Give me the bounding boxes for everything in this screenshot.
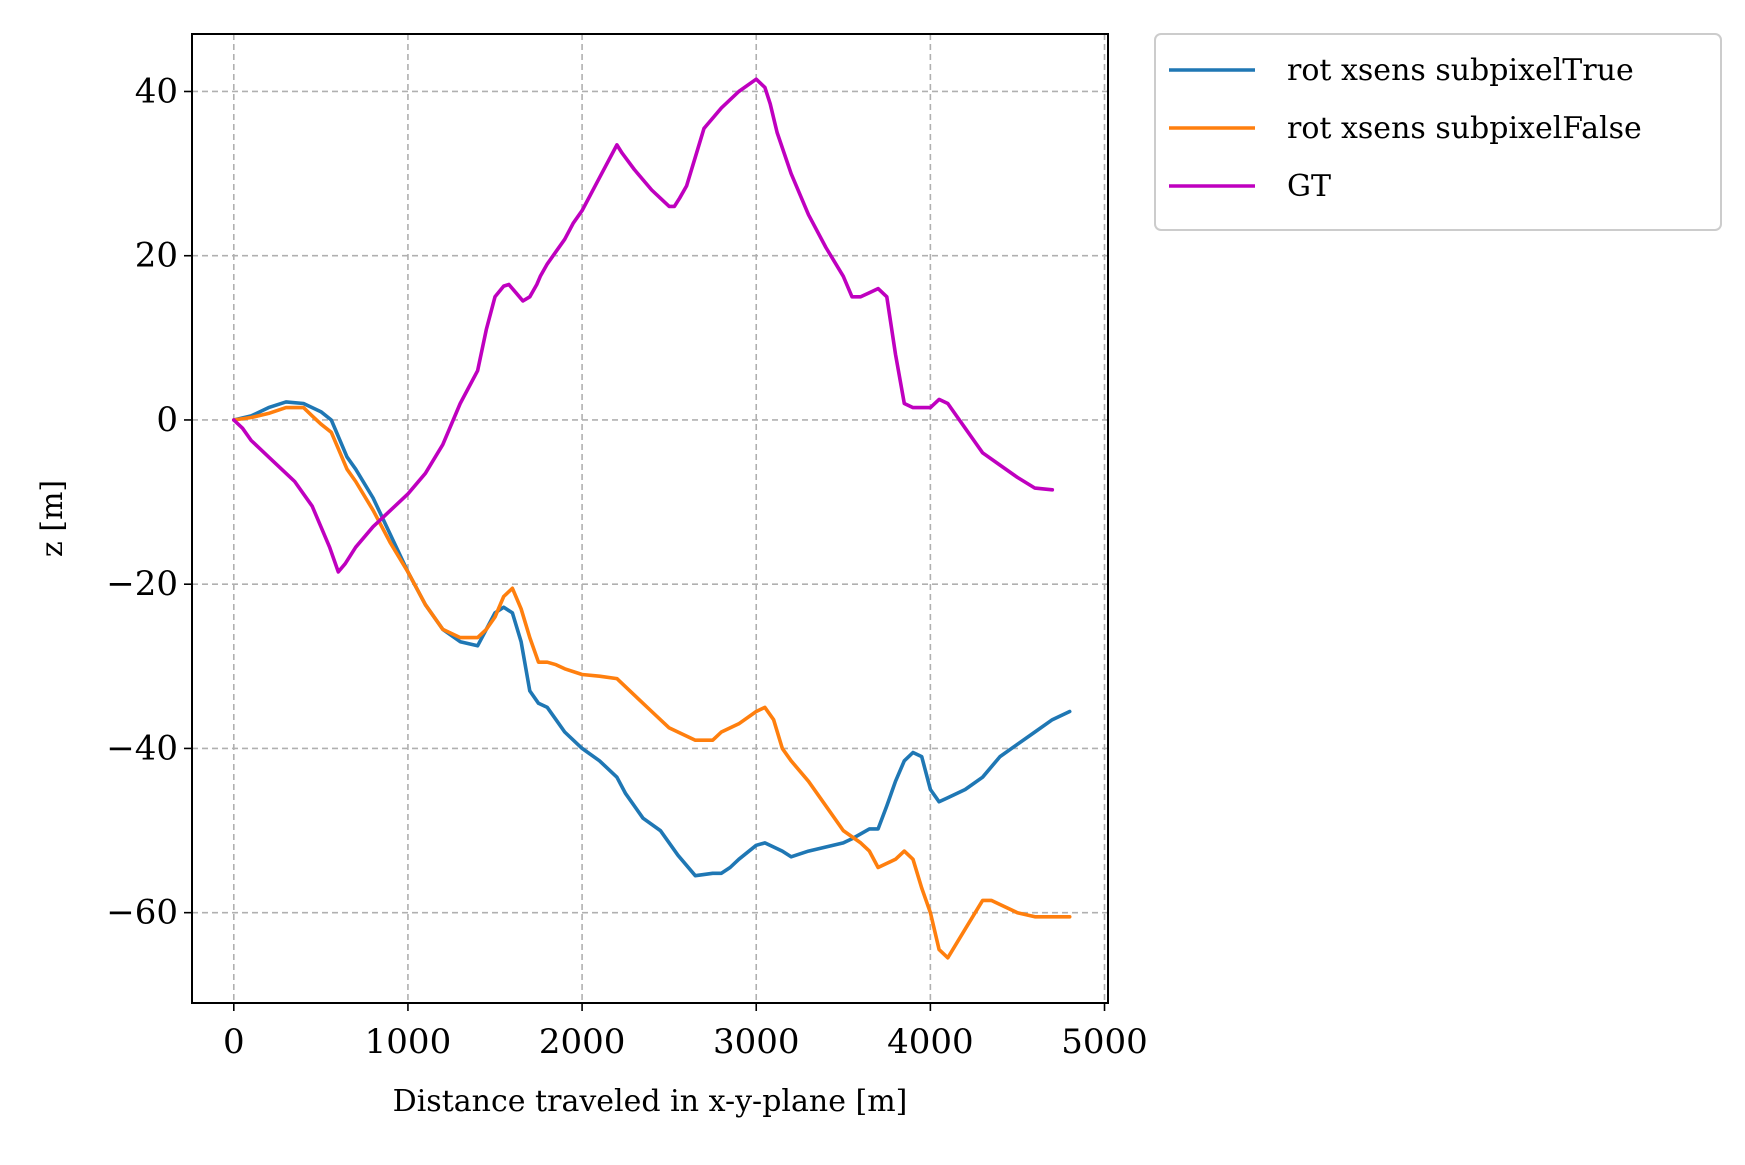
series-layer: [232, 77, 1072, 960]
y-axis-label: z [m]: [35, 480, 70, 557]
x-tick-label: 3000: [713, 1022, 800, 1062]
y-tick-label: −20: [106, 564, 178, 604]
y-tick-label: 0: [156, 400, 178, 440]
x-tick-label: 0: [223, 1022, 245, 1062]
y-tick-label: 40: [135, 71, 178, 111]
plot-frame: [191, 33, 1109, 1004]
x-axis-label: Distance traveled in x-y-plane [m]: [393, 1084, 908, 1119]
legend-label: rot xsens subpixelFalse: [1287, 111, 1642, 146]
legend-label: rot xsens subpixelTrue: [1287, 53, 1634, 88]
y-tick-label: −60: [106, 893, 178, 933]
legend-label: GT: [1287, 169, 1331, 204]
legend-box: [1154, 33, 1722, 231]
grid: [192, 34, 1108, 1003]
x-tick-label: 1000: [365, 1022, 452, 1062]
legend: rot xsens subpixelTrue rot xsens subpixel…: [1154, 33, 1722, 231]
axis-ticks: 0 1000 2000 3000 4000 5000 −60 −40 −20 0 20 40: [106, 71, 1148, 1062]
x-tick-label: 4000: [887, 1022, 974, 1062]
y-tick-label: −40: [106, 728, 178, 768]
series-line-3: [232, 77, 1055, 574]
x-tick-label: 5000: [1061, 1022, 1148, 1062]
series-line-1: [232, 400, 1072, 878]
series-line-2: [232, 405, 1072, 960]
y-tick-label: 20: [135, 236, 178, 276]
x-tick-label: 2000: [539, 1022, 626, 1062]
